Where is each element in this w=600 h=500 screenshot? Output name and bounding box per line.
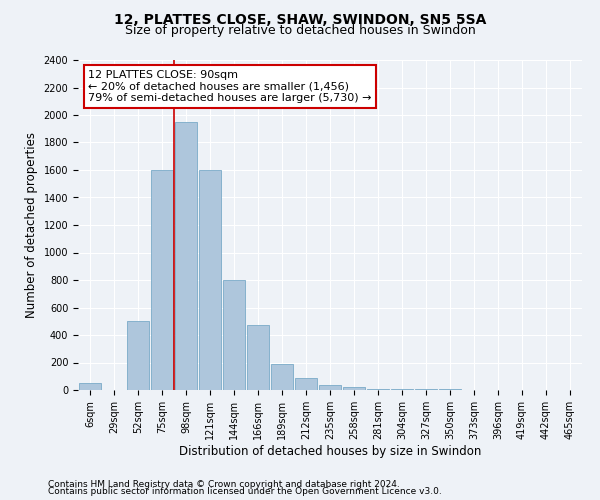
Text: Contains HM Land Registry data © Crown copyright and database right 2024.: Contains HM Land Registry data © Crown c… — [48, 480, 400, 489]
Text: 12 PLATTES CLOSE: 90sqm
← 20% of detached houses are smaller (1,456)
79% of semi: 12 PLATTES CLOSE: 90sqm ← 20% of detache… — [88, 70, 371, 103]
Bar — [175, 122, 197, 390]
X-axis label: Distribution of detached houses by size in Swindon: Distribution of detached houses by size … — [179, 444, 481, 458]
Bar — [319, 385, 341, 390]
Bar — [295, 378, 317, 390]
Bar — [343, 387, 365, 390]
Bar — [223, 280, 245, 390]
Text: 12, PLATTES CLOSE, SHAW, SWINDON, SN5 5SA: 12, PLATTES CLOSE, SHAW, SWINDON, SN5 5S… — [114, 12, 486, 26]
Bar — [247, 326, 269, 390]
Text: Size of property relative to detached houses in Swindon: Size of property relative to detached ho… — [125, 24, 475, 37]
Bar — [199, 170, 221, 390]
Bar — [367, 388, 389, 390]
Bar — [151, 170, 173, 390]
Y-axis label: Number of detached properties: Number of detached properties — [25, 132, 38, 318]
Bar — [79, 383, 101, 390]
Bar — [271, 364, 293, 390]
Text: Contains public sector information licensed under the Open Government Licence v3: Contains public sector information licen… — [48, 487, 442, 496]
Bar — [127, 322, 149, 390]
